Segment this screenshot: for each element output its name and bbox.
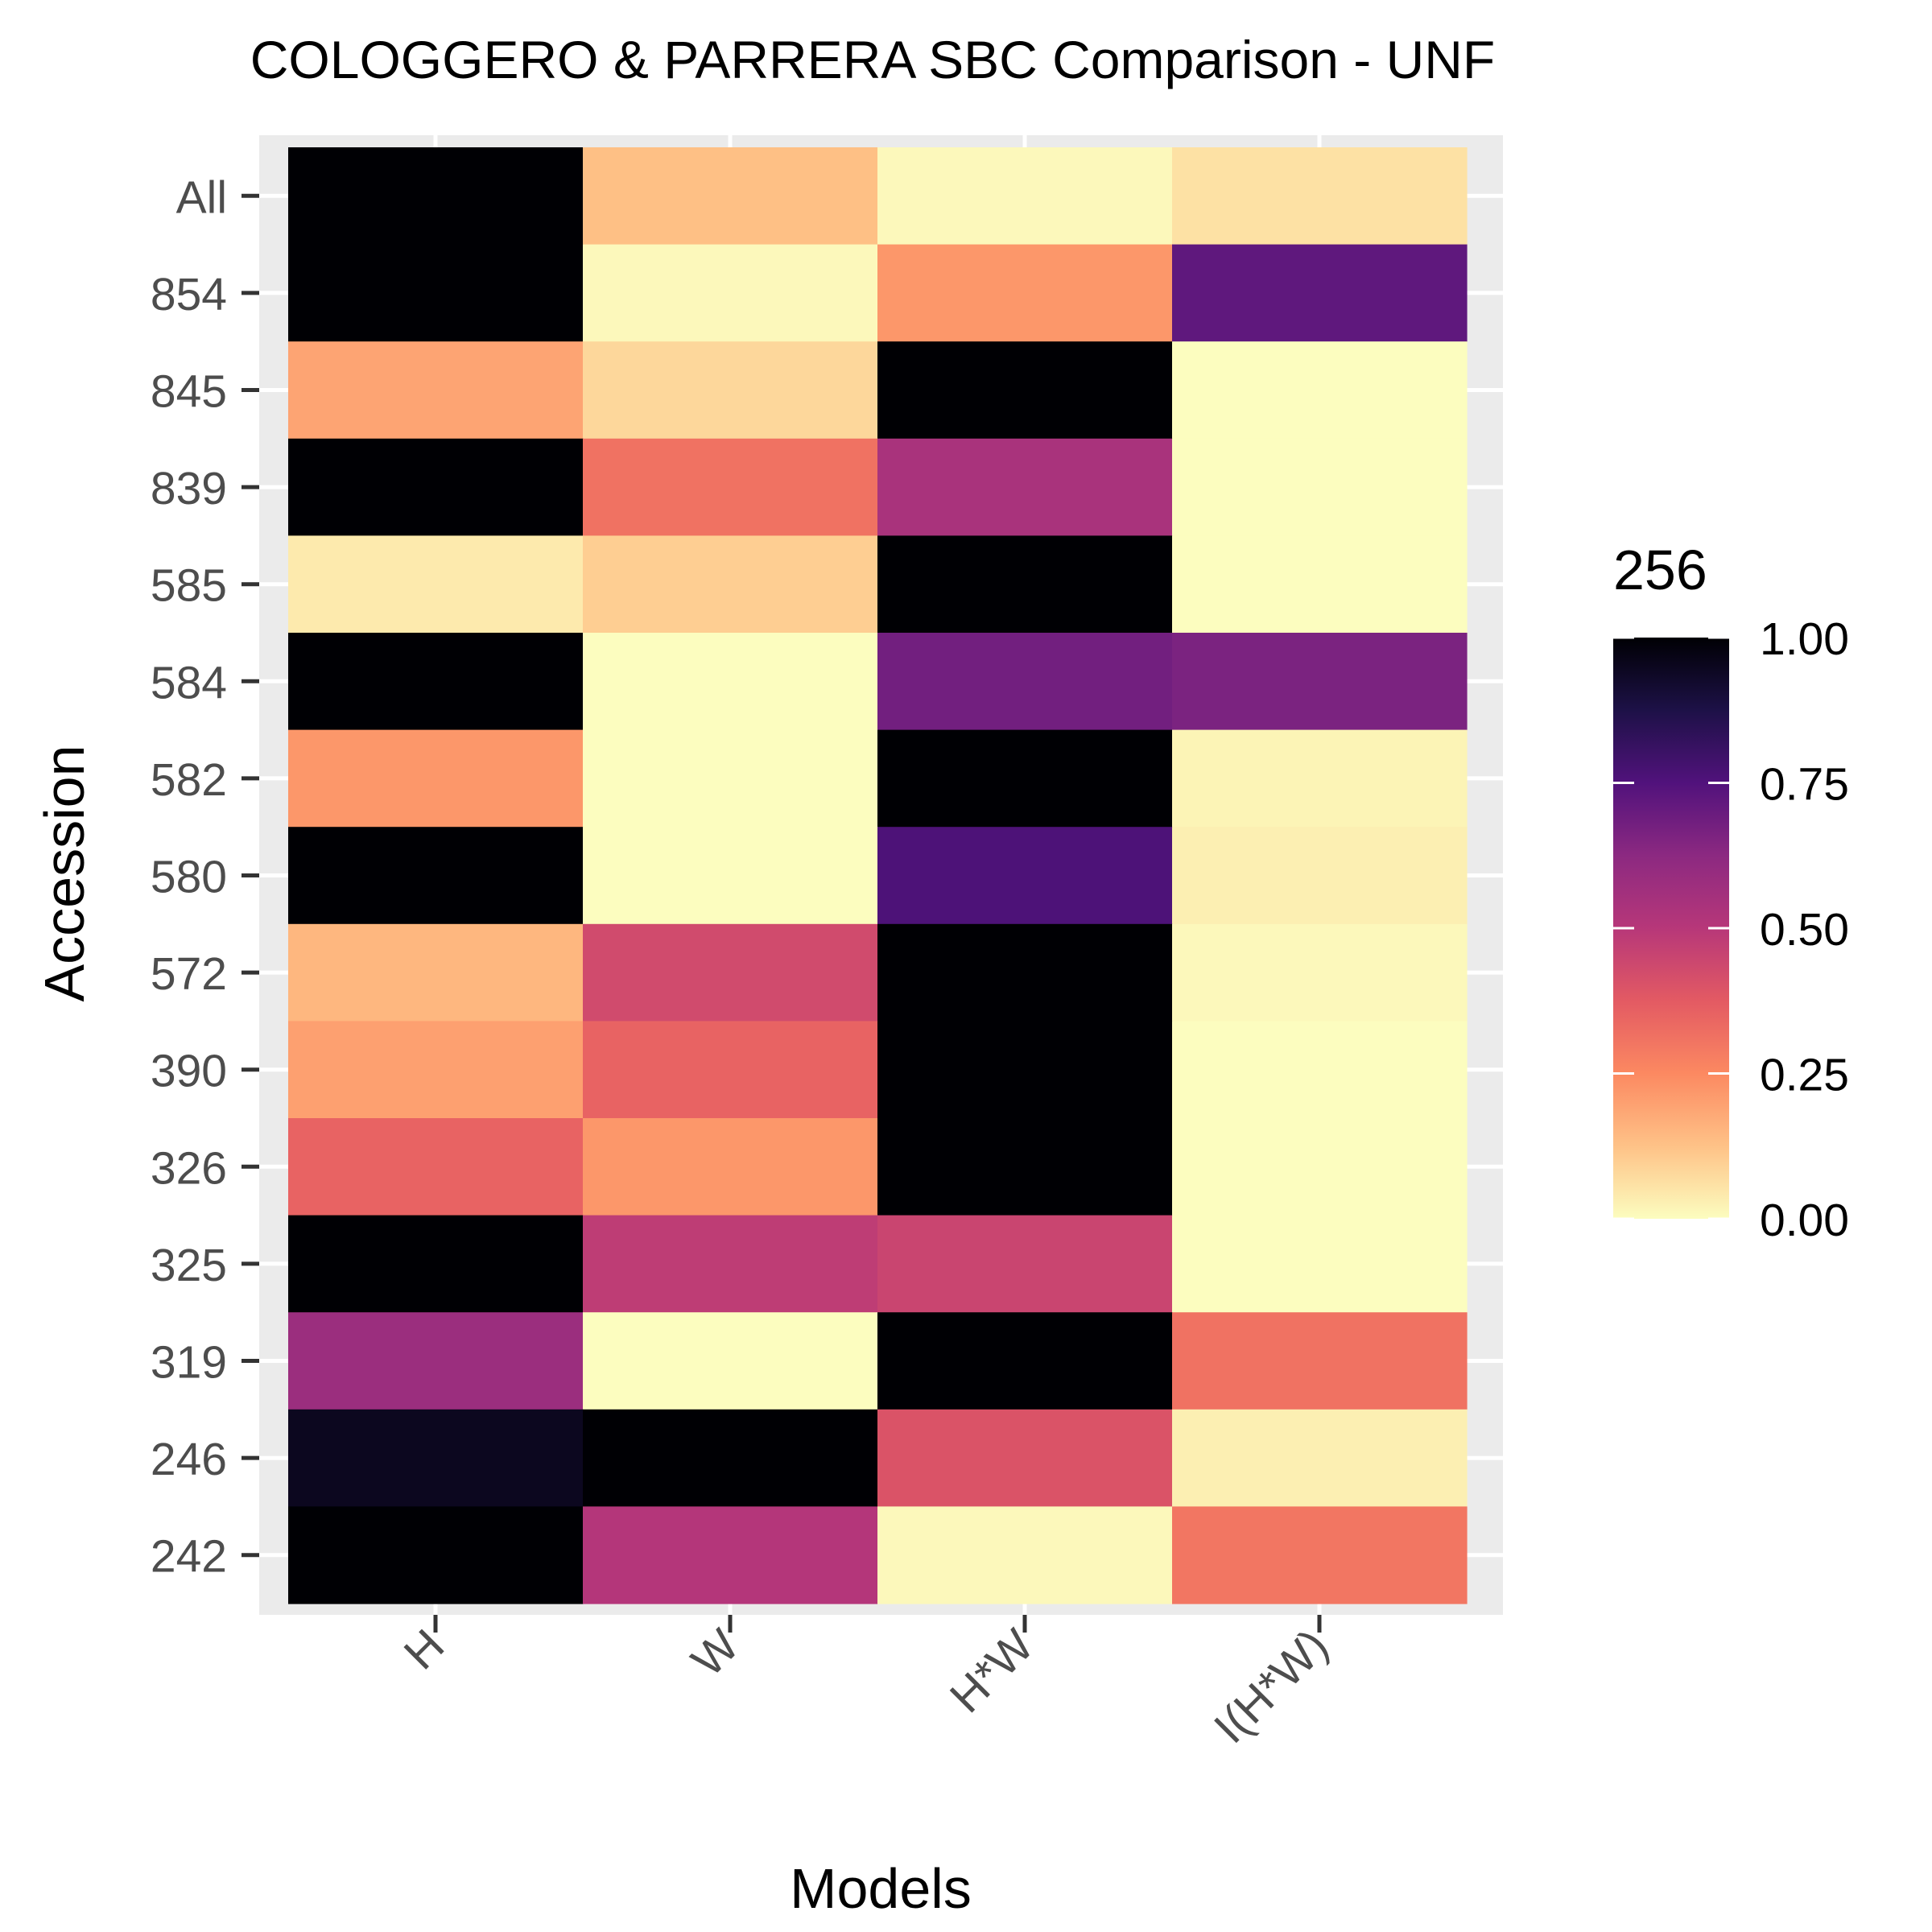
heatmap-cell <box>877 729 1173 828</box>
heatmap-cell <box>1172 827 1468 925</box>
heatmap-cell <box>877 827 1173 925</box>
heatmap-cell <box>877 633 1173 731</box>
y-tick-label: 580 <box>151 852 227 903</box>
heatmap-cell <box>583 1021 878 1119</box>
x-tick-label: H*W <box>940 1620 1043 1723</box>
legend-tick-label: 0.25 <box>1760 1050 1849 1101</box>
heatmap-cell <box>1172 923 1468 1022</box>
heatmap-cell <box>583 341 878 440</box>
y-tick-label: 854 <box>151 269 227 320</box>
heatmap-cell <box>288 1312 584 1410</box>
heatmap-cell <box>877 244 1173 342</box>
heatmap-cell <box>288 827 584 925</box>
heatmap-cell <box>877 1409 1173 1507</box>
y-tick-label: 585 <box>151 560 227 612</box>
legend-tick-label: 1.00 <box>1760 613 1849 665</box>
x-axis: H W H*W I(H*W) <box>394 1615 1338 1753</box>
heatmap-cell <box>877 1118 1173 1216</box>
y-tick-label: 242 <box>151 1531 227 1583</box>
heatmap-cell <box>1172 1021 1468 1119</box>
y-tick-label: 325 <box>151 1240 227 1291</box>
y-tick-label: 582 <box>151 754 227 806</box>
heatmap-cell <box>583 1409 878 1507</box>
heatmap-cell <box>583 633 878 731</box>
heatmap-cell <box>583 923 878 1022</box>
y-tick-label: 839 <box>151 463 227 514</box>
heatmap-cell <box>877 923 1173 1022</box>
heatmap-cell <box>288 341 584 440</box>
legend-tick-label: 0.75 <box>1760 759 1849 811</box>
y-tick-label: All <box>176 171 227 223</box>
legend-tick-label: 0.00 <box>1760 1195 1849 1246</box>
heatmap-cell <box>1172 1409 1468 1507</box>
heatmap-cell <box>288 1506 584 1604</box>
heatmap-cell <box>288 1409 584 1507</box>
heatmap-cell <box>288 147 584 246</box>
heatmap-cell <box>877 1506 1173 1604</box>
heatmap-cell <box>877 1215 1173 1313</box>
legend-tick-label: 0.50 <box>1760 904 1849 956</box>
heatmap-cell <box>288 1021 584 1119</box>
heatmap-cell <box>1172 244 1468 342</box>
heatmap-cell <box>1172 147 1468 246</box>
heatmap-cell <box>583 1118 878 1216</box>
y-tick-label: 572 <box>151 948 227 1000</box>
y-tick-label: 845 <box>151 366 227 418</box>
heatmap-cell <box>583 244 878 342</box>
heatmap-cell <box>1172 535 1468 634</box>
heatmap-cell <box>1172 1506 1468 1604</box>
heatmap-cell <box>583 147 878 246</box>
heatmap-cell <box>288 244 584 342</box>
heatmap-cell <box>1172 1215 1468 1313</box>
y-tick-label: 326 <box>151 1142 227 1194</box>
heatmap-cell <box>877 1312 1173 1410</box>
x-tick-label: W <box>682 1620 749 1686</box>
legend-title: 256 <box>1613 539 1707 601</box>
y-tick-label: 584 <box>151 657 227 708</box>
heatmap-cell <box>1172 729 1468 828</box>
heatmap-cell <box>877 438 1173 536</box>
heatmap-cell <box>288 1215 584 1313</box>
y-axis: All 854 845 839 585 584 582 580 572 390 326 325 319 2… <box>151 171 259 1583</box>
heatmap-cell <box>288 923 584 1022</box>
color-legend: 256 0.00 0.25 0.50 0.75 1.00 <box>1613 539 1849 1246</box>
heatmap-cell <box>583 1506 878 1604</box>
heatmap-cell <box>1172 438 1468 536</box>
y-tick-label: 246 <box>151 1434 227 1485</box>
heatmap-cell <box>583 1215 878 1313</box>
heatmap-cell <box>583 1312 878 1410</box>
heatmap-cell <box>877 1021 1173 1119</box>
heatmap-cell <box>583 438 878 536</box>
heatmap-cell <box>583 827 878 925</box>
heatmap-cell <box>1172 633 1468 731</box>
heatmap-cell <box>583 535 878 634</box>
heatmap-cell <box>288 535 584 634</box>
x-tick-label: I(H*W) <box>1204 1620 1338 1753</box>
chart-title: COLOGGERO & PARRERA SBC Comparison - UNF <box>250 30 1495 89</box>
heatmap-cell <box>1172 1118 1468 1216</box>
heatmap-cell <box>288 729 584 828</box>
heatmap-cell <box>877 341 1173 440</box>
heatmap-cell <box>288 1118 584 1216</box>
x-axis-title: Models <box>790 1857 972 1920</box>
x-tick-label: H <box>394 1620 454 1679</box>
heatmap-cell <box>1172 1312 1468 1410</box>
heatmap-cell <box>877 535 1173 634</box>
heatmap-cell <box>288 438 584 536</box>
y-tick-label: 390 <box>151 1046 227 1097</box>
heatmap-cell <box>288 633 584 731</box>
y-tick-label: 319 <box>151 1337 227 1389</box>
heatmap-cell <box>583 729 878 828</box>
heatmap-cells <box>288 147 1468 1604</box>
y-axis-title: Accession <box>33 745 96 1001</box>
heatmap-cell <box>877 147 1173 246</box>
heatmap-cell <box>1172 341 1468 440</box>
